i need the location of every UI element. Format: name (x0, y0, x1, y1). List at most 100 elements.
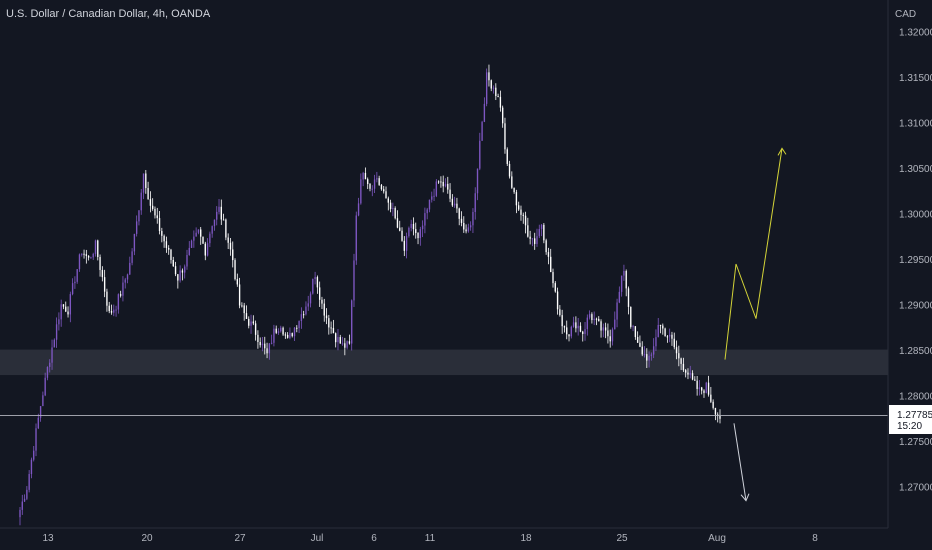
candle-body (380, 184, 383, 190)
candle-body (636, 337, 639, 343)
candle-body (35, 428, 37, 451)
candle-body (142, 173, 145, 193)
candle-body (179, 270, 181, 281)
candle-body (188, 247, 190, 256)
price-tick-3: 1.30500 (899, 164, 932, 175)
candle-body (595, 318, 598, 320)
candle-body (634, 326, 637, 338)
candle-body (42, 395, 44, 407)
candle-body (607, 330, 609, 337)
candle-body (488, 72, 490, 81)
candle-body (504, 123, 506, 150)
candle-body (213, 219, 216, 227)
candle-body (671, 334, 673, 339)
candle-body (193, 236, 195, 241)
candle-body (225, 219, 227, 238)
candle-body (630, 306, 632, 327)
current-price-tag: 1.27785 15:20 (889, 405, 932, 434)
candle-body (490, 80, 492, 89)
candle-body (277, 331, 280, 333)
candle-body (49, 362, 51, 367)
candle-body (492, 87, 495, 89)
price-tick-5: 1.29500 (899, 255, 932, 266)
candle-body (591, 314, 593, 321)
candle-body (662, 325, 664, 329)
candle-body (618, 291, 621, 303)
candle-body (373, 179, 376, 189)
candle-body (26, 489, 28, 499)
time-tick-3: Jul (311, 533, 324, 544)
candle-body (403, 240, 405, 251)
candle-body (632, 326, 634, 328)
candle-body (625, 270, 627, 289)
candle-body (501, 107, 504, 124)
candle-body (678, 353, 680, 359)
candle-body (300, 314, 303, 322)
candle-body (598, 318, 600, 322)
candle-body (165, 241, 168, 248)
candle-body (229, 242, 232, 250)
candle-body (659, 324, 662, 326)
candle-body (547, 252, 550, 257)
candle-body (453, 203, 456, 206)
candle-body (170, 249, 172, 260)
candle-body (44, 377, 46, 396)
candle-body (440, 181, 442, 183)
candle-body (174, 266, 177, 275)
candle-body (600, 321, 602, 331)
candle-body (289, 333, 291, 338)
candle-body (444, 183, 447, 187)
candle-body (30, 459, 33, 474)
candle-body (133, 233, 136, 252)
price-tick-7: 1.28500 (899, 346, 932, 357)
candle-body (639, 342, 641, 347)
candle-body (623, 270, 625, 276)
candle-body (353, 260, 355, 301)
price-tag-box (889, 405, 932, 434)
candle-body (696, 380, 698, 389)
time-tick-7: 25 (616, 533, 628, 544)
candle-body (280, 327, 282, 332)
candle-body (312, 279, 314, 294)
candle-body (543, 224, 545, 241)
candle-body (534, 238, 536, 244)
candle-body (572, 322, 575, 327)
candle-body (529, 236, 531, 239)
candle-body (588, 314, 591, 318)
candle-body (687, 372, 689, 375)
candle-body (657, 324, 659, 338)
candle-body (518, 205, 520, 210)
candle-body (385, 191, 387, 199)
time-tick-6: 18 (520, 533, 532, 544)
candle-body (604, 327, 607, 331)
candle-body (614, 319, 616, 330)
candle-body (328, 318, 330, 328)
candle-body (447, 183, 449, 190)
candle-body (691, 373, 694, 380)
candle-body (261, 343, 264, 346)
candle-body (417, 232, 419, 239)
price-axis-background (888, 0, 932, 550)
candle-body (69, 294, 72, 315)
candle-body (554, 283, 556, 292)
candle-body (689, 373, 691, 375)
candle-body (556, 291, 559, 310)
candle-body (646, 354, 648, 361)
time-tick-9: 8 (812, 533, 818, 544)
candle-body (103, 277, 106, 292)
candle-body (156, 215, 158, 219)
candle-body (321, 299, 323, 304)
candle-body (60, 304, 62, 320)
candle-body (577, 325, 579, 329)
candle-body (367, 179, 369, 184)
candle-body (664, 328, 666, 337)
candle-body (707, 382, 710, 395)
candle-body (309, 293, 312, 304)
candle-body (419, 229, 422, 239)
candle-body (19, 509, 21, 518)
candle-body (234, 260, 236, 280)
candle-body (383, 189, 385, 192)
